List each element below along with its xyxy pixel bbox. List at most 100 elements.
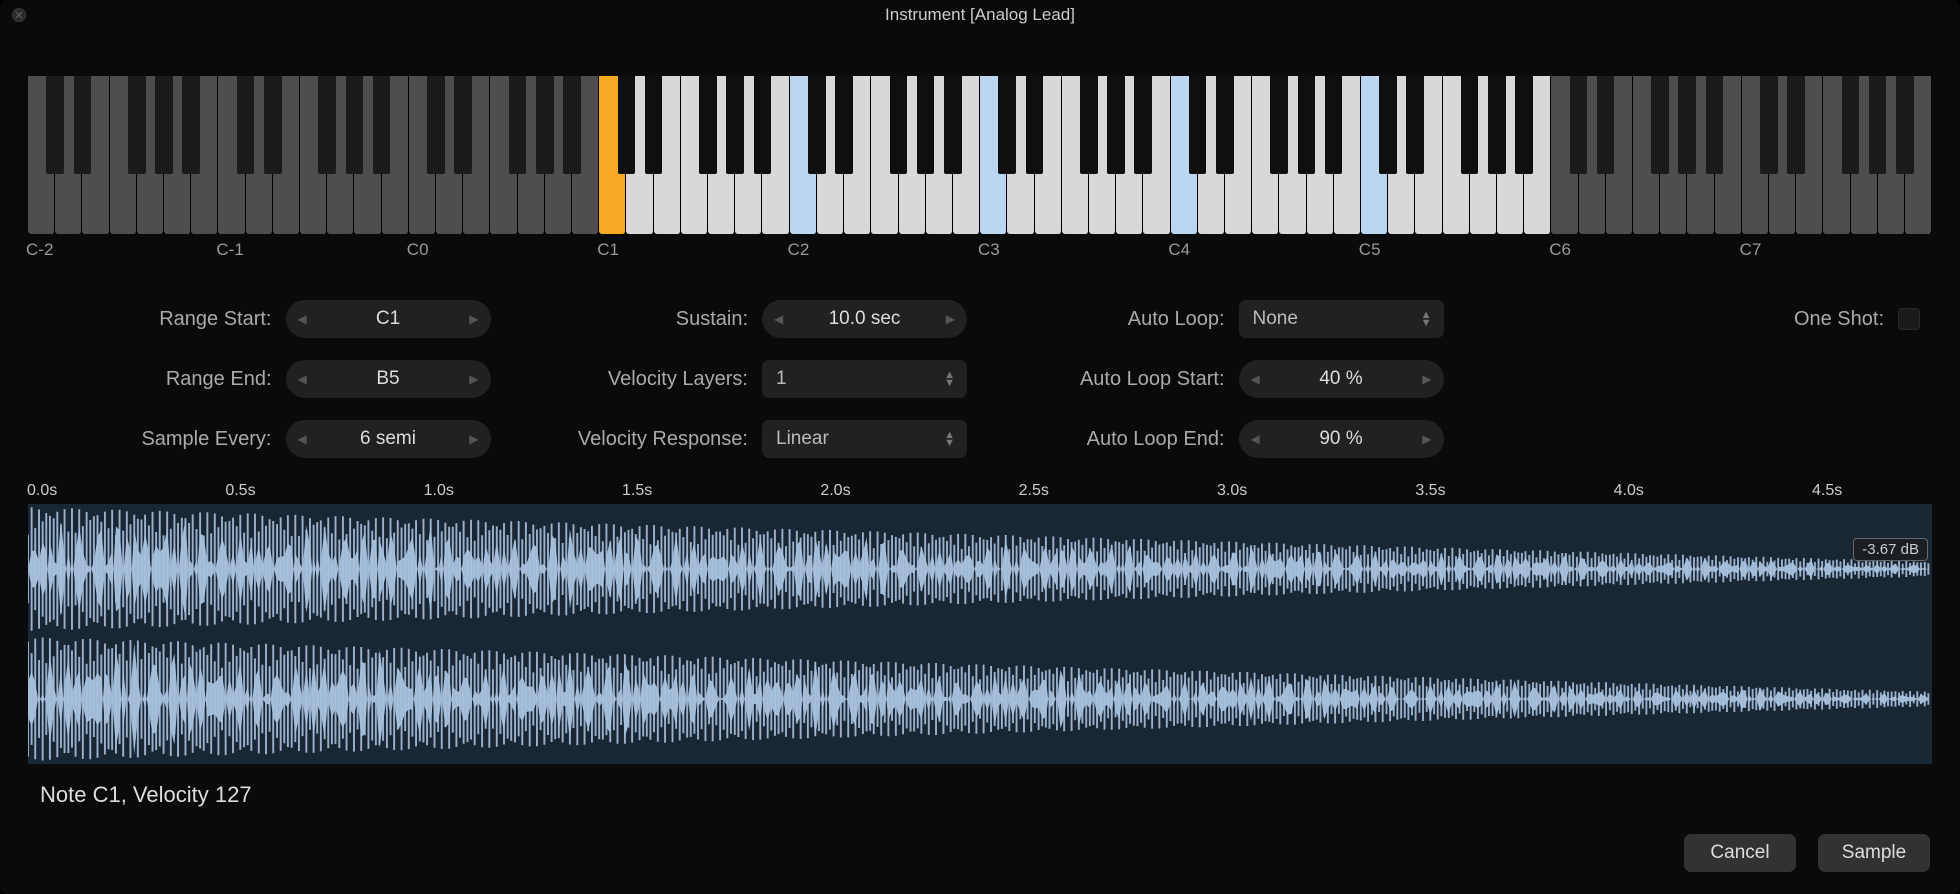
timeline-tick: 4.5s — [1812, 482, 1842, 500]
piano-key-black[interactable] — [536, 76, 553, 174]
piano-key-black[interactable] — [835, 76, 852, 174]
status-text: Note C1, Velocity 127 — [0, 764, 1960, 808]
piano-key-black[interactable] — [1026, 76, 1043, 174]
one-shot-checkbox[interactable] — [1898, 308, 1920, 330]
piano-key-black[interactable] — [1216, 76, 1233, 174]
piano-key-black[interactable] — [128, 76, 145, 174]
piano-key-black[interactable] — [1461, 76, 1478, 174]
updown-icon: ▲▼ — [944, 431, 955, 447]
piano-key-black[interactable] — [427, 76, 444, 174]
piano-key-black[interactable] — [182, 76, 199, 174]
octave-label: C5 — [1359, 240, 1381, 260]
sample-every-field[interactable]: ◀ 6 semi ▶ — [286, 420, 491, 458]
piano-key-black[interactable] — [1597, 76, 1614, 174]
piano-key-black[interactable] — [645, 76, 662, 174]
piano-key-black[interactable] — [509, 76, 526, 174]
piano-key-black[interactable] — [454, 76, 471, 174]
auto-loop-label: Auto Loop: — [1128, 308, 1225, 331]
piano-key-black[interactable] — [318, 76, 335, 174]
velocity-layers-control: Velocity Layers: 1 ▲▼ — [517, 360, 968, 398]
piano-key-black[interactable] — [1760, 76, 1777, 174]
chevron-left-icon[interactable]: ◀ — [298, 372, 307, 386]
chevron-left-icon[interactable]: ◀ — [774, 312, 783, 326]
piano-key-black[interactable] — [944, 76, 961, 174]
chevron-right-icon[interactable]: ▶ — [1422, 372, 1431, 386]
octave-label: C6 — [1549, 240, 1571, 260]
piano-key-black[interactable] — [618, 76, 635, 174]
piano-key-black[interactable] — [563, 76, 580, 174]
piano-key-black[interactable] — [1406, 76, 1423, 174]
sample-button[interactable]: Sample — [1818, 834, 1930, 872]
piano-key-black[interactable] — [917, 76, 934, 174]
octave-label: C-1 — [216, 240, 243, 260]
piano-key-black[interactable] — [1325, 76, 1342, 174]
piano-key-black[interactable] — [237, 76, 254, 174]
piano-key-black[interactable] — [890, 76, 907, 174]
timeline-tick: 3.0s — [1217, 482, 1247, 500]
octave-label: C-2 — [26, 240, 53, 260]
piano-key-black[interactable] — [1869, 76, 1886, 174]
chevron-right-icon[interactable]: ▶ — [946, 312, 955, 326]
chevron-right-icon[interactable]: ▶ — [1422, 432, 1431, 446]
piano-keyboard[interactable] — [28, 76, 1932, 234]
auto-loop-value: None — [1253, 308, 1298, 330]
piano-key-black[interactable] — [998, 76, 1015, 174]
auto-loop-start-field[interactable]: ◀ 40 % ▶ — [1239, 360, 1444, 398]
keyboard-section: C-2C-1C0C1C2C3C4C5C6C7 — [0, 30, 1960, 264]
timeline-tick: 3.5s — [1415, 482, 1445, 500]
piano-key-black[interactable] — [264, 76, 281, 174]
piano-key-black[interactable] — [1270, 76, 1287, 174]
piano-key-black[interactable] — [155, 76, 172, 174]
velocity-response-select[interactable]: Linear ▲▼ — [762, 420, 967, 458]
sustain-control: Sustain: ◀ 10.0 sec ▶ — [517, 300, 968, 338]
chevron-right-icon[interactable]: ▶ — [469, 372, 478, 386]
waveform-svg — [28, 504, 1932, 764]
piano-key-black[interactable] — [46, 76, 63, 174]
range-start-field[interactable]: ◀ C1 ▶ — [286, 300, 491, 338]
auto-loop-select[interactable]: None ▲▼ — [1239, 300, 1444, 338]
piano-key-black[interactable] — [1107, 76, 1124, 174]
piano-key-black[interactable] — [699, 76, 716, 174]
auto-loop-start-value: 40 % — [1319, 368, 1362, 390]
sustain-field[interactable]: ◀ 10.0 sec ▶ — [762, 300, 967, 338]
auto-loop-end-label: Auto Loop End: — [1087, 428, 1225, 451]
timeline-tick: 0.5s — [225, 482, 255, 500]
chevron-right-icon[interactable]: ▶ — [469, 432, 478, 446]
piano-key-black[interactable] — [1842, 76, 1859, 174]
piano-key-black[interactable] — [726, 76, 743, 174]
chevron-left-icon[interactable]: ◀ — [298, 312, 307, 326]
piano-key-black[interactable] — [1651, 76, 1668, 174]
piano-key-black[interactable] — [74, 76, 91, 174]
piano-key-black[interactable] — [1678, 76, 1695, 174]
piano-key-black[interactable] — [1379, 76, 1396, 174]
waveform-display[interactable]: -3.67 dB — [28, 504, 1932, 764]
auto-loop-end-field[interactable]: ◀ 90 % ▶ — [1239, 420, 1444, 458]
piano-key-black[interactable] — [1189, 76, 1206, 174]
chevron-left-icon[interactable]: ◀ — [1251, 372, 1260, 386]
updown-icon: ▲▼ — [1421, 311, 1432, 327]
piano-key-black[interactable] — [1896, 76, 1913, 174]
octave-label: C4 — [1168, 240, 1190, 260]
cancel-button[interactable]: Cancel — [1684, 834, 1796, 872]
waveform-timeline: 0.0s0.5s1.0s1.5s2.0s2.5s3.0s3.5s4.0s4.5s — [28, 482, 1932, 504]
auto-loop-end-value: 90 % — [1319, 428, 1362, 450]
chevron-left-icon[interactable]: ◀ — [298, 432, 307, 446]
piano-key-black[interactable] — [1488, 76, 1505, 174]
chevron-right-icon[interactable]: ▶ — [469, 312, 478, 326]
piano-key-black[interactable] — [754, 76, 771, 174]
piano-key-black[interactable] — [1787, 76, 1804, 174]
piano-key-black[interactable] — [1080, 76, 1097, 174]
piano-key-black[interactable] — [1298, 76, 1315, 174]
piano-key-black[interactable] — [346, 76, 363, 174]
chevron-left-icon[interactable]: ◀ — [1251, 432, 1260, 446]
range-end-field[interactable]: ◀ B5 ▶ — [286, 360, 491, 398]
piano-key-black[interactable] — [373, 76, 390, 174]
piano-key-black[interactable] — [1706, 76, 1723, 174]
sample-every-label: Sample Every: — [141, 428, 271, 451]
piano-key-black[interactable] — [1515, 76, 1532, 174]
piano-key-black[interactable] — [1570, 76, 1587, 174]
velocity-layers-select[interactable]: 1 ▲▼ — [762, 360, 967, 398]
piano-key-black[interactable] — [808, 76, 825, 174]
piano-key-black[interactable] — [1134, 76, 1151, 174]
velocity-layers-label: Velocity Layers: — [608, 368, 748, 391]
